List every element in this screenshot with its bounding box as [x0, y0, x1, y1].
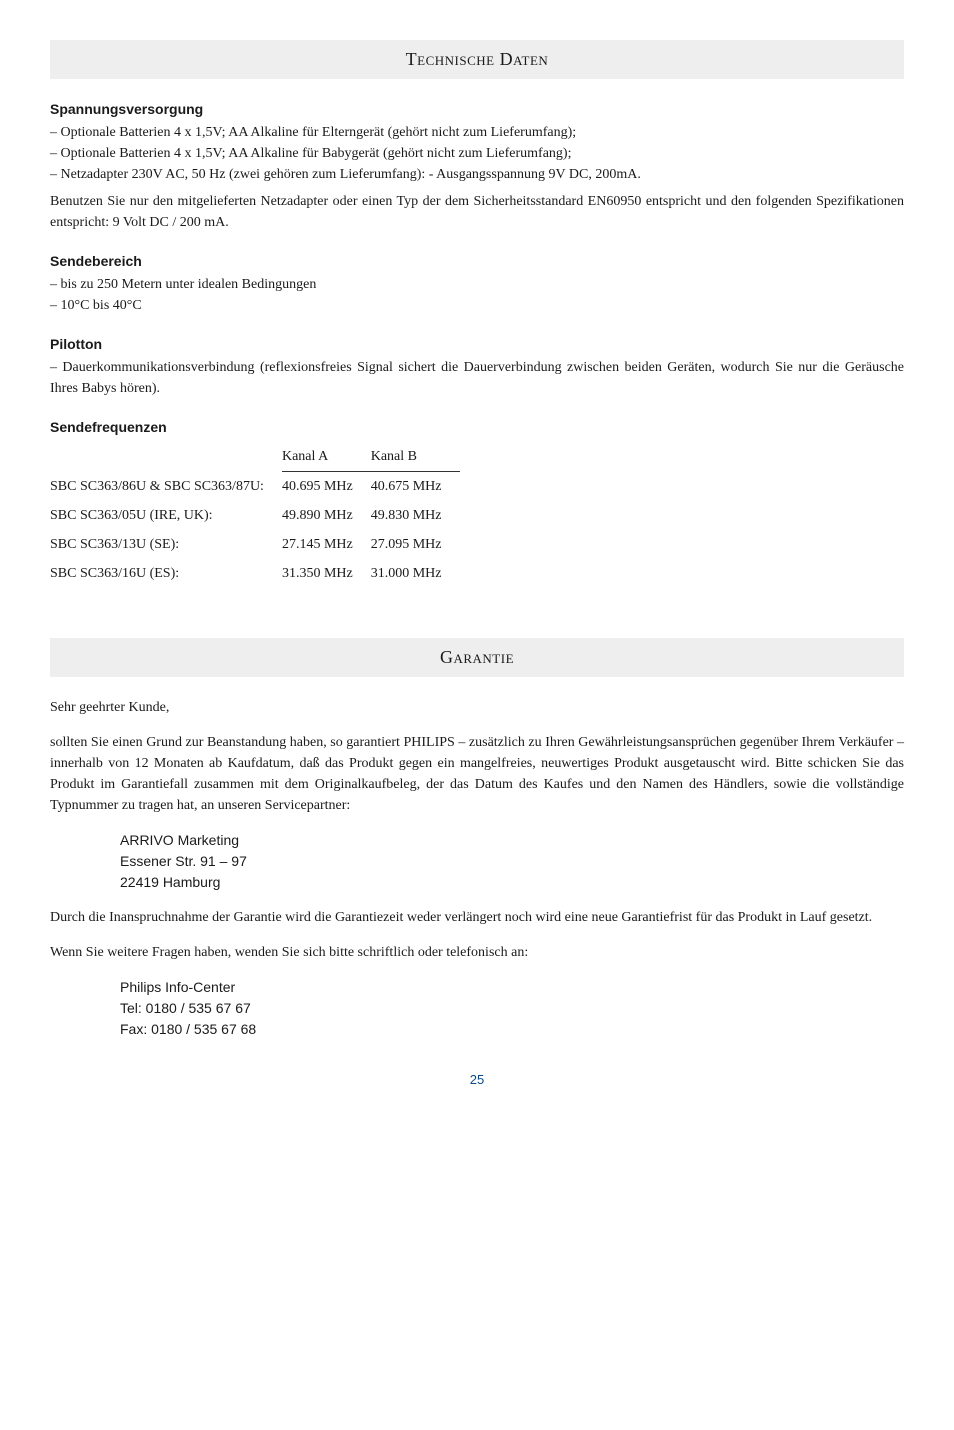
address-block: Philips Info-Center Tel: 0180 / 535 67 6… — [120, 977, 904, 1040]
text-line: – Optionale Batterien 4 x 1,5V; AA Alkal… — [50, 122, 904, 143]
section-header-garantie: Garantie — [50, 638, 904, 677]
table-row: SBC SC363/86U & SBC SC363/87U: 40.695 MH… — [50, 472, 460, 502]
address-block: ARRIVO Marketing Essener Str. 91 – 97 22… — [120, 830, 904, 893]
section-header-tech: Technische Daten — [50, 40, 904, 79]
heading-sendebereich: Sendebereich — [50, 251, 904, 272]
heading-spannung: Spannungsversorgung — [50, 99, 904, 120]
text-line: – 10°C bis 40°C — [50, 295, 904, 316]
heading-pilotton: Pilotton — [50, 334, 904, 355]
paragraph: Wenn Sie weitere Fragen haben, wenden Si… — [50, 942, 904, 963]
table-header: Kanal B — [371, 442, 460, 472]
table-header: Kanal A — [282, 442, 371, 472]
text-line: – Optionale Batterien 4 x 1,5V; AA Alkal… — [50, 143, 904, 164]
frequency-table: Kanal A Kanal B SBC SC363/86U & SBC SC36… — [50, 442, 460, 588]
paragraph: sollten Sie einen Grund zur Beanstandung… — [50, 732, 904, 816]
heading-sendefrequenzen: Sendefrequenzen — [50, 417, 904, 438]
address-line: Fax: 0180 / 535 67 68 — [120, 1019, 904, 1040]
address-line: Tel: 0180 / 535 67 67 — [120, 998, 904, 1019]
address-line: Philips Info-Center — [120, 977, 904, 998]
text-line: – Netzadapter 230V AC, 50 Hz (zwei gehör… — [50, 164, 904, 185]
address-line: ARRIVO Marketing — [120, 830, 904, 851]
text-line: – bis zu 250 Metern unter idealen Beding… — [50, 274, 904, 295]
paragraph: Sehr geehrter Kunde, — [50, 697, 904, 718]
page-number: 25 — [50, 1070, 904, 1090]
table-row: SBC SC363/13U (SE): 27.145 MHz 27.095 MH… — [50, 530, 460, 559]
address-line: Essener Str. 91 – 97 — [120, 851, 904, 872]
address-line: 22419 Hamburg — [120, 872, 904, 893]
paragraph: Durch die Inanspruchnahme der Garantie w… — [50, 907, 904, 928]
table-row: SBC SC363/16U (ES): 31.350 MHz 31.000 MH… — [50, 559, 460, 588]
paragraph: – Dauerkommunikationsverbindung (reflexi… — [50, 357, 904, 399]
paragraph: Benutzen Sie nur den mitgelieferten Netz… — [50, 191, 904, 233]
table-row: SBC SC363/05U (IRE, UK): 49.890 MHz 49.8… — [50, 501, 460, 530]
